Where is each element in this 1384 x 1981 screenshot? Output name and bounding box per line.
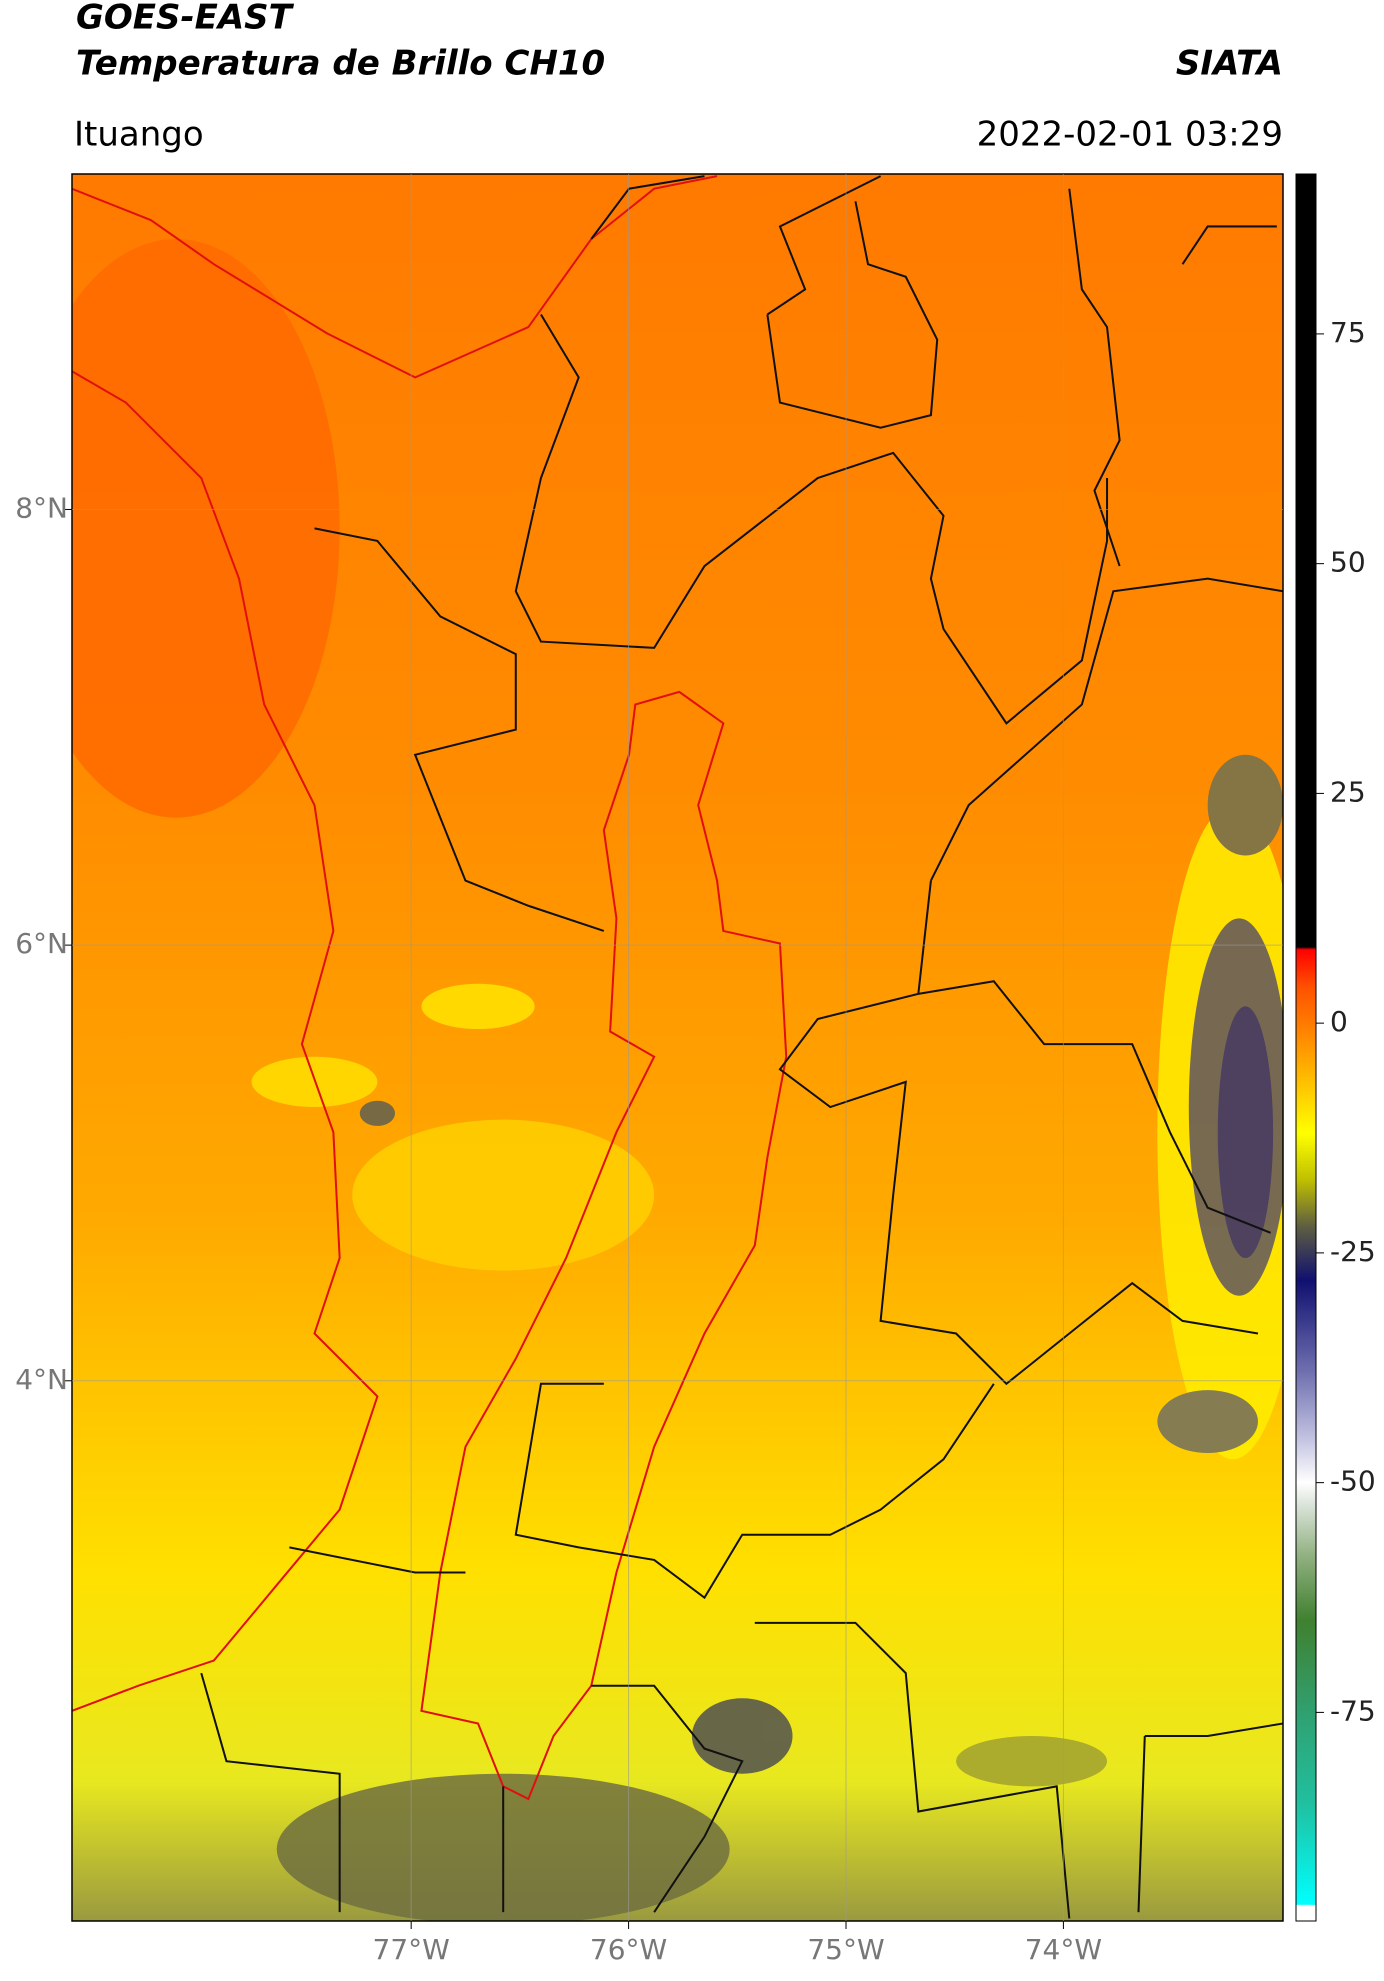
source: SIATA [1176, 44, 1283, 84]
colorbar-tick-label: -50 [1330, 1465, 1376, 1498]
colorbar-tick-label: 0 [1330, 1005, 1348, 1038]
x-tick-label: 75°W [807, 1933, 884, 1966]
cold-cloud [691, 1698, 793, 1774]
cold-cloud [1217, 1006, 1274, 1258]
coastline [72, 175, 718, 1712]
title: GOES-EAST [76, 0, 295, 38]
cold-cloud [1157, 1390, 1258, 1453]
colorbar-tick-label: 75 [1330, 316, 1366, 349]
admin-boundary [766, 175, 1277, 567]
cloud-features [72, 239, 1283, 1921]
colorbar [1295, 173, 1317, 1922]
map [72, 174, 1283, 1921]
y-tick-label: 8°N [15, 491, 68, 524]
map-frame [71, 173, 1284, 1922]
colorbar-tick-label: 25 [1330, 775, 1366, 808]
subtitle: Temperatura de Brillo CH10 [76, 44, 605, 84]
y-tick-label: 6°N [15, 927, 68, 960]
warm-area [72, 239, 340, 818]
datetime: 2022-02-01 03:29 [977, 115, 1283, 155]
cold-cloud [1207, 754, 1283, 856]
cold-cloud [359, 1100, 396, 1126]
y-tick-label: 4°N [15, 1363, 68, 1396]
cool-area [352, 1119, 655, 1271]
colorbar-tick-label: -75 [1330, 1694, 1376, 1727]
colorbar-tick-label: 50 [1330, 546, 1366, 579]
x-tick-label: 76°W [590, 1933, 667, 1966]
x-tick-label: 77°W [373, 1933, 450, 1966]
boundaries [72, 175, 1283, 1919]
basin-boundary [420, 690, 788, 1801]
location: Ituango [74, 115, 204, 155]
cool-area [421, 983, 535, 1030]
x-tick-label: 74°W [1025, 1933, 1102, 1966]
colorbar-tick-label: -25 [1330, 1235, 1376, 1268]
cold-cloud [956, 1736, 1108, 1787]
